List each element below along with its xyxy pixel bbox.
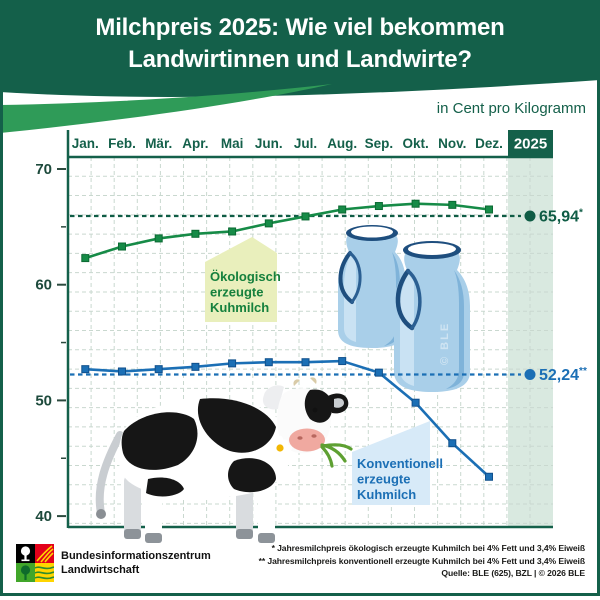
- footnote-organic: * Jahresmilchpreis ökologisch erzeugte K…: [271, 543, 586, 553]
- organic-label-box-text: Kuhmilch: [210, 300, 269, 315]
- month-label: Feb.: [108, 136, 136, 151]
- page-title: Milchpreis 2025: Wie viel bekommen Landw…: [0, 12, 600, 76]
- month-label: Mär.: [145, 136, 172, 151]
- logo-line-1: Bundesinformationszentrum: [61, 550, 211, 562]
- logo-line-2: Landwirtschaft: [61, 564, 140, 576]
- logo-red-stripes-icon: [35, 544, 54, 563]
- cow-head: [262, 377, 349, 454]
- y-tick-label: 60: [35, 277, 52, 294]
- bzl-logo: Bundesinformationszentrum Landwirtschaft: [16, 544, 211, 582]
- unit-label: in Cent pro Kilogramm: [436, 100, 586, 117]
- organic-label-box-text: Ökologisch: [210, 269, 281, 284]
- logo-waves-icon: [34, 563, 55, 582]
- footer: Bundesinformationszentrum Landwirtschaft…: [0, 536, 600, 594]
- series-markers-1: [81, 357, 493, 481]
- header-swoosh: [0, 0, 600, 133]
- y-tick-label: 40: [35, 508, 52, 525]
- year-2025-label: 2025: [514, 136, 547, 153]
- logo-text: Bundesinformationszentrum Landwirtschaft: [61, 549, 211, 577]
- year-2025-box: [508, 130, 553, 156]
- milk-can-front: © BLE: [394, 241, 470, 392]
- logo-tree-green-icon: [16, 563, 35, 582]
- ble-watermark: © BLE: [439, 322, 451, 365]
- month-label: Mai: [221, 136, 244, 151]
- cow-illustration: [95, 377, 353, 543]
- logo-tree-black-icon: [16, 544, 35, 563]
- y-tick-label: 50: [35, 392, 52, 409]
- conventional-label-box-text: erzeugte: [357, 472, 410, 487]
- month-label: Jan.: [72, 136, 99, 151]
- month-label: Nov.: [438, 136, 466, 151]
- series-markers-0: [81, 199, 493, 263]
- annual-mean-value-1: 52,24**: [539, 366, 587, 384]
- logo-icon: [16, 544, 55, 582]
- cow-tail: [95, 431, 124, 517]
- month-label: Apr.: [182, 136, 208, 151]
- grass-sprig: [320, 443, 353, 468]
- swoosh-ribbon: [0, 84, 332, 133]
- title-line-2: Landwirtinnen und Landwirte?: [128, 46, 472, 73]
- month-label: Sep.: [365, 136, 394, 151]
- footnote-conventional: ** Jahresmilchpreis konventionell erzeug…: [258, 555, 585, 566]
- daisy-flower: [267, 435, 293, 461]
- milk-can-back: [338, 225, 406, 348]
- series-line-1: [85, 359, 490, 478]
- y-tick-label: 70: [35, 161, 52, 178]
- month-label: Okt.: [402, 136, 428, 151]
- annual-mean-dot-0: [524, 210, 536, 222]
- footnotes: * Jahresmilchpreis ökologisch erzeugte K…: [259, 542, 585, 580]
- month-label: Jul.: [294, 136, 317, 151]
- conventional-label-box-text: Konventionell: [357, 456, 443, 471]
- month-label: Aug.: [327, 136, 357, 151]
- conventional-label-box-text: Kuhmilch: [357, 487, 416, 502]
- header-band: [0, 0, 600, 97]
- month-label: Jun.: [255, 136, 283, 151]
- milk-cans-illustration: © BLE: [338, 225, 470, 392]
- annual-mean-dot-1: [524, 368, 536, 380]
- title-line-1: Milchpreis 2025: Wie viel bekommen: [95, 14, 505, 41]
- annual-mean-value-0: 65,94*: [539, 207, 583, 225]
- cow-patches: [121, 398, 276, 497]
- conventional-label-box: [352, 421, 430, 505]
- series-line-0: [84, 202, 490, 260]
- organic-label-box-text: erzeugte: [210, 285, 263, 300]
- organic-label-box: [205, 237, 277, 322]
- source-line: Quelle: BLE (625), BZL | © 2026 BLE: [441, 568, 585, 579]
- month-label: Dez.: [475, 136, 503, 151]
